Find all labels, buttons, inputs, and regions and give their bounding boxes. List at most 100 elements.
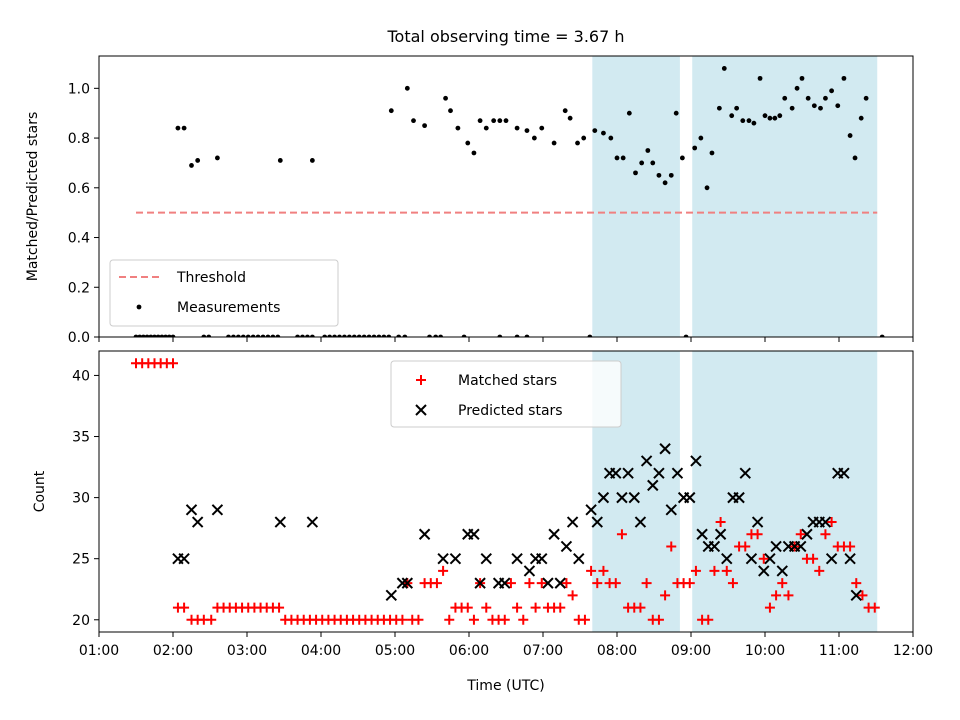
- measurement-point: [503, 118, 509, 124]
- x-tick-label: 01:00: [79, 643, 119, 659]
- axes-frame: [98, 55, 914, 338]
- measurement-point: [133, 334, 139, 337]
- matched-star-point: [524, 578, 535, 589]
- predicted-star-point: [751, 516, 764, 528]
- measurement-point: [245, 334, 251, 337]
- measurement-point: [181, 125, 187, 131]
- matched-star-point: [179, 602, 190, 613]
- matched-star-point: [826, 517, 837, 528]
- measurement-point: [794, 85, 800, 91]
- x-tick-label: 09:00: [671, 643, 711, 659]
- matched-star-point: [536, 578, 547, 589]
- measurement-point: [811, 103, 817, 109]
- measurement-point: [448, 108, 453, 114]
- predicted-star-point: [640, 455, 653, 467]
- measurement-point: [305, 334, 310, 337]
- matched-star-point: [703, 614, 714, 625]
- predicted-star-point: [415, 404, 427, 416]
- predicted-star-point: [306, 516, 319, 528]
- predicted-star-point: [597, 491, 610, 504]
- matched-star-point: [598, 565, 609, 576]
- matched-star-point: [505, 578, 516, 589]
- matched-star-point: [397, 614, 408, 625]
- matched-star-point: [764, 602, 775, 613]
- measurement-point: [524, 334, 530, 337]
- legend-measurements-label: Measurements: [177, 300, 280, 316]
- measurement-point: [823, 95, 828, 101]
- measurement-point: [438, 334, 444, 337]
- measurement-point: [155, 334, 161, 337]
- measurement-point: [402, 334, 408, 337]
- x-tick-label: 06:00: [449, 643, 489, 659]
- predicted-star-point: [745, 552, 758, 565]
- measurement-point: [231, 334, 236, 337]
- measurement-point: [309, 334, 315, 337]
- observing-interval-shade: [692, 56, 878, 337]
- measurement-point: [767, 115, 773, 121]
- predicted-star-point: [185, 504, 198, 516]
- measurement-point: [650, 160, 656, 166]
- measurement-point: [159, 334, 165, 337]
- measurement-point: [562, 108, 568, 114]
- measurement-point: [381, 334, 387, 337]
- matched-star-point: [610, 578, 621, 589]
- predicted-star-point: [690, 455, 702, 467]
- predicted-star-point: [449, 552, 462, 565]
- predicted-star-point: [437, 552, 449, 565]
- measurement-point: [692, 145, 698, 151]
- measurement-point: [841, 75, 847, 81]
- matched-star-point: [518, 614, 529, 625]
- predicted-star-point: [511, 552, 523, 565]
- measurement-point: [255, 334, 261, 337]
- measurement-point: [265, 334, 271, 337]
- predicted-star-point: [776, 565, 788, 577]
- matched-star-point: [715, 517, 726, 528]
- matched-star-point: [808, 553, 819, 564]
- predicted-star-point: [610, 467, 622, 479]
- matched-star-point: [641, 578, 652, 589]
- x-tick-label: 08:00: [597, 643, 637, 659]
- measurement-point: [847, 133, 853, 138]
- matched-star-point: [814, 565, 825, 576]
- measurement-point: [455, 125, 461, 131]
- matched-star-point: [555, 602, 566, 613]
- predicted-star-point: [758, 565, 770, 577]
- matched-star-point: [481, 602, 492, 613]
- y-tick-label: 25: [72, 552, 90, 568]
- measurement-point: [148, 334, 154, 337]
- matched-star-point: [206, 614, 217, 625]
- measurement-point: [721, 66, 727, 71]
- matched-star-point: [438, 565, 449, 576]
- y-tick-label: 30: [72, 491, 90, 507]
- measurement-point: [772, 115, 778, 121]
- measurement-point: [351, 334, 357, 337]
- x-tick-label: 10:00: [745, 643, 785, 659]
- matched-star-point: [820, 529, 831, 540]
- measurement-point: [551, 140, 557, 146]
- y-tick-label: 0.8: [68, 131, 90, 147]
- matched-star-point: [752, 529, 763, 540]
- predicted-star-point: [665, 504, 677, 516]
- matched-star-point: [168, 358, 178, 369]
- predicted-star-point: [622, 467, 634, 479]
- matched-star-point: [431, 578, 442, 589]
- measurement-point: [858, 115, 864, 121]
- measurement-point: [614, 155, 620, 161]
- measurement-point: [270, 334, 276, 337]
- x-tick-label: 05:00: [375, 643, 415, 659]
- measurement-point: [443, 95, 448, 101]
- measurement-point: [734, 105, 740, 111]
- x-tick-label: 07:00: [523, 643, 563, 659]
- predicted-star-point: [542, 577, 554, 589]
- predicted-star-point: [468, 528, 480, 540]
- matched-star-point: [727, 578, 738, 589]
- measurement-point: [799, 75, 805, 81]
- measurement-point: [386, 334, 392, 337]
- matched-star-point: [684, 578, 695, 589]
- measurement-point: [777, 113, 783, 119]
- data-points: [131, 358, 880, 625]
- legend-measurement-swatch: [136, 304, 142, 310]
- measurement-point: [260, 334, 266, 337]
- measurement-point: [531, 135, 537, 141]
